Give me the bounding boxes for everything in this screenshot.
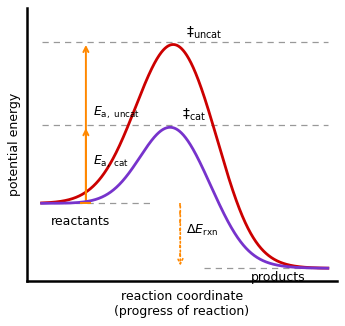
Text: $\ddagger_{\mathrm{uncat}}$: $\ddagger_{\mathrm{uncat}}$: [186, 24, 223, 41]
Text: $\Delta E_{\mathrm{rxn}}$: $\Delta E_{\mathrm{rxn}}$: [186, 223, 218, 238]
Text: $E_{\mathrm{a,\ cat}}$: $E_{\mathrm{a,\ cat}}$: [93, 154, 129, 170]
Y-axis label: potential energy: potential energy: [8, 93, 21, 197]
Text: $\ddagger_{\mathrm{cat}}$: $\ddagger_{\mathrm{cat}}$: [182, 106, 206, 123]
Text: products: products: [251, 271, 306, 284]
Text: $E_{\mathrm{a,\ uncat}}$: $E_{\mathrm{a,\ uncat}}$: [93, 104, 140, 121]
Text: reactants: reactants: [50, 215, 110, 228]
X-axis label: reaction coordinate
(progress of reaction): reaction coordinate (progress of reactio…: [114, 290, 249, 318]
